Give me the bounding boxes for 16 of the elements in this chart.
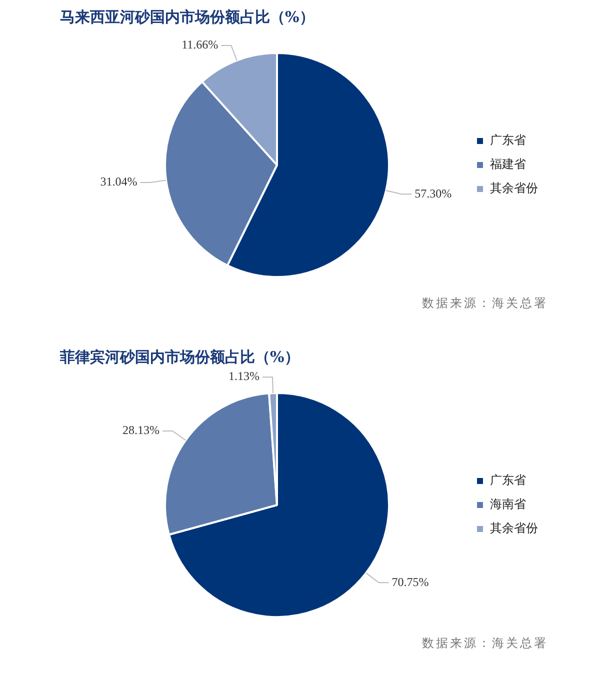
legend-label: 海南省 [490,497,526,512]
source-note: 数据来源：海关总署 [422,295,548,312]
data-label: 28.13% [122,423,160,438]
data-label: 1.13% [228,369,260,384]
source-note: 数据来源：海关总署 [422,635,548,652]
legend-label: 其余省份 [490,181,538,196]
data-label: 11.66% [182,38,218,52]
data-label: 70.75% [392,574,429,589]
data-label: 57.30% [414,186,452,200]
chart-title: 马来西亚河砂国内市场份额占比（%） [60,8,314,27]
legend-label: 广东省 [490,473,526,488]
legend-label: 广东省 [490,133,526,148]
chart-title: 菲律宾河砂国内市场份额占比（%） [60,348,300,367]
data-label: 31.04% [100,174,138,189]
legend-label: 其余省份 [490,521,538,536]
legend-label: 福建省 [490,157,526,172]
